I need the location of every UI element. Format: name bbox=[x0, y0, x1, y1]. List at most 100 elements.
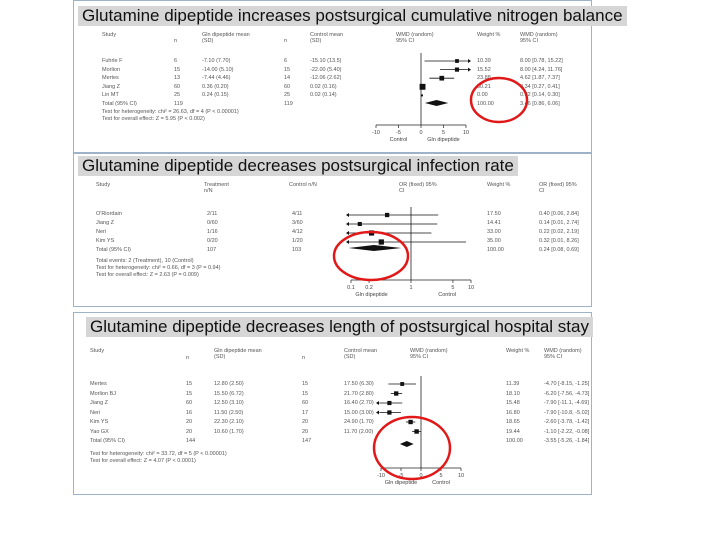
cell-n1: 15 bbox=[174, 66, 181, 73]
cell-b: 4/11 bbox=[292, 211, 303, 217]
point-estimate bbox=[419, 83, 426, 90]
x-tick-label: -10 bbox=[377, 473, 385, 479]
cell-n1: 15 bbox=[186, 381, 193, 387]
cell-m1: -7.44 (4.46) bbox=[202, 75, 231, 82]
x-tick-label: 5 bbox=[439, 473, 442, 479]
cell-study: Total (95% CI) bbox=[90, 438, 125, 444]
cell-ci: -2.60 [-3.78, -1.42] bbox=[544, 419, 590, 425]
cell-m1: 0.24 (0.15) bbox=[202, 92, 229, 99]
axis-label-left: Control bbox=[390, 137, 408, 143]
point-estimate bbox=[378, 239, 384, 245]
cell-w: 18.65 bbox=[506, 419, 520, 425]
cell-w: 11.39 bbox=[506, 381, 520, 387]
cell-w: 18.10 bbox=[506, 390, 520, 397]
header-wmd: WMD (random) 95% CI bbox=[410, 348, 448, 360]
cell-ci: 0.22 [0.02, 2.19] bbox=[539, 229, 579, 235]
cell-m1: 12.80 (2.50) bbox=[214, 381, 244, 387]
cell-n2: 119 bbox=[284, 101, 293, 107]
x-tick-label: 0 bbox=[419, 473, 422, 479]
cell-a: 0/60 bbox=[207, 220, 218, 226]
ci-arrow bbox=[346, 222, 349, 226]
cell-m2: 21.70 (2.80) bbox=[344, 390, 374, 397]
footnote: Test for heterogeneity: chi² = 0.66, df … bbox=[96, 265, 221, 271]
ci-arrow bbox=[376, 401, 379, 405]
cell-ci: -3.55 [-5.26, -1.84] bbox=[544, 438, 590, 444]
forest-plot-infection-rate: Glutamine dipeptide decreases postsurgic… bbox=[73, 153, 592, 307]
footnote: Test for overall effect: Z = 2.63 (P = 0… bbox=[96, 272, 199, 278]
cell-m1: -14.00 (5.10) bbox=[202, 66, 234, 73]
x-tick-label: 10 bbox=[458, 473, 464, 479]
ci-arrow bbox=[346, 240, 349, 244]
cell-n1: 6 bbox=[174, 58, 178, 64]
point-estimate bbox=[384, 212, 390, 218]
cell-ci: -6.20 [-7.56, -4.73] bbox=[544, 390, 590, 397]
point-estimate bbox=[408, 419, 413, 425]
cell-m1: 11.50 (2.50) bbox=[214, 409, 244, 416]
cell-m2: 11.70 (2.00) bbox=[344, 428, 374, 435]
cell-m2: -15.10 (13.5) bbox=[310, 58, 342, 64]
cell-w: 16.80 bbox=[506, 409, 520, 416]
cell-a: 2/11 bbox=[207, 211, 218, 217]
cell-study: Total (95% CI) bbox=[96, 247, 131, 253]
cell-b: 1/20 bbox=[292, 238, 303, 244]
cell-w: 100.00 bbox=[477, 101, 494, 107]
cell-ci: 0.34 [0.27, 0.41] bbox=[520, 83, 560, 90]
cell-study: Fuhrle F bbox=[102, 58, 123, 64]
cell-study: Neri bbox=[90, 409, 101, 416]
cell-n2: 147 bbox=[302, 438, 312, 444]
cell-study: Jiang Z bbox=[102, 83, 121, 90]
cell-w: 15.48 bbox=[506, 400, 520, 406]
cell-ci: 0.24 [0.08, 0.69] bbox=[539, 247, 579, 253]
header-gln-mean: Gln dipeptide mean (SD) bbox=[202, 32, 250, 44]
axis-label-right: Control bbox=[438, 292, 456, 298]
forest-plot-nitrogen-balance: Glutamine dipeptide increases postsurgic… bbox=[73, 0, 627, 153]
cell-ci: 0.22 [0.14, 0.30] bbox=[520, 92, 560, 99]
cell-n2: 20 bbox=[302, 419, 309, 425]
point-estimate bbox=[357, 221, 362, 227]
header-study: Study bbox=[96, 182, 111, 188]
header-study: Study bbox=[90, 348, 105, 354]
cell-n2: 25 bbox=[284, 92, 291, 99]
x-tick-label: -5 bbox=[399, 473, 404, 479]
header-or-ci: OR (fixed) 95% CI bbox=[539, 182, 577, 194]
point-estimate bbox=[387, 400, 392, 406]
cell-study: Yao GX bbox=[90, 428, 109, 435]
ci-arrow bbox=[346, 213, 349, 217]
cell-m2: 24.90 (1.70) bbox=[344, 419, 374, 425]
cell-ci: 0.40 [0.06, 2.84] bbox=[539, 211, 579, 217]
cell-a: 107 bbox=[207, 247, 217, 253]
cell-w: 10.39 bbox=[477, 58, 491, 64]
cell-study: Lin MT bbox=[102, 92, 119, 99]
header-treatment: Treatment n/N bbox=[204, 182, 229, 194]
cell-study: Mertes bbox=[90, 381, 107, 387]
point-estimate bbox=[400, 382, 405, 386]
cell-w: 17.50 bbox=[487, 211, 501, 217]
ci-arrow bbox=[376, 410, 379, 415]
point-estimate bbox=[420, 94, 423, 97]
x-tick-label: -10 bbox=[372, 130, 380, 136]
panel-title: Glutamine dipeptide decreases postsurgic… bbox=[78, 156, 518, 176]
header-weight: Weight % bbox=[487, 182, 511, 188]
footnote: Test for overall effect: Z = 5.95 (P < 0… bbox=[102, 116, 205, 122]
cell-n2: 20 bbox=[302, 428, 309, 435]
header-n: n bbox=[174, 38, 178, 44]
point-estimate bbox=[394, 391, 399, 396]
cell-n2: 6 bbox=[284, 58, 288, 64]
header-weight: Weight % bbox=[477, 32, 501, 38]
forest-plot-area: -10 -5 0 5 10 Control Gln dipeptide bbox=[372, 53, 529, 143]
cell-ci: 0.14 [0.01, 2.74] bbox=[539, 220, 579, 226]
highlight-circle bbox=[372, 415, 452, 481]
cell-n2: 15 bbox=[302, 381, 309, 387]
cell-ci: 8.00 [0.78, 15.22] bbox=[520, 58, 563, 64]
x-tick-label: 5 bbox=[451, 285, 454, 291]
cell-study: Kim YS bbox=[96, 238, 115, 244]
point-estimate bbox=[455, 59, 459, 63]
cell-ci: -7.90 [-10.8, -5.02] bbox=[544, 409, 590, 416]
x-tick-label: 0.2 bbox=[365, 285, 373, 291]
header-n: n bbox=[186, 355, 190, 361]
ci-arrow bbox=[346, 231, 349, 235]
cell-m1: 15.50 (6.72) bbox=[214, 390, 244, 397]
axis-label-right: Control bbox=[432, 480, 450, 486]
header-n: n bbox=[302, 355, 306, 361]
forest-plot-hospital-stay: Glutamine dipeptide decreases length of … bbox=[73, 312, 593, 495]
